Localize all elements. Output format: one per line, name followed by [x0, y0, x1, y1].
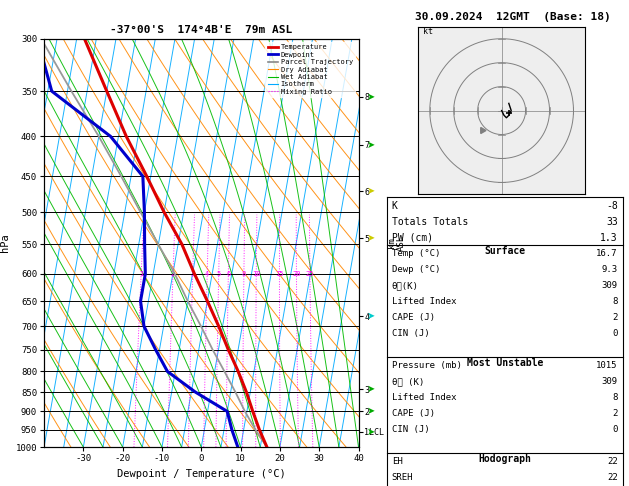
Text: θᴄ(K): θᴄ(K)	[392, 281, 419, 290]
Text: 22: 22	[607, 473, 618, 483]
Text: 9.3: 9.3	[601, 265, 618, 274]
Text: 6: 6	[226, 271, 230, 277]
Text: ➤: ➤	[367, 427, 375, 437]
Text: 30.09.2024  12GMT  (Base: 18): 30.09.2024 12GMT (Base: 18)	[415, 12, 611, 22]
Text: 5: 5	[216, 271, 221, 277]
Text: 0: 0	[612, 425, 618, 434]
Text: EH: EH	[392, 457, 403, 467]
Text: 16.7: 16.7	[596, 249, 618, 258]
Text: 33: 33	[606, 217, 618, 227]
Text: ➤: ➤	[367, 233, 375, 243]
Y-axis label: km
ASL: km ASL	[387, 235, 406, 251]
Text: ➤: ➤	[367, 140, 375, 150]
Text: 2: 2	[612, 409, 618, 418]
Text: Temp (°C): Temp (°C)	[392, 249, 440, 258]
Text: ➤: ➤	[367, 92, 375, 102]
Text: Most Unstable: Most Unstable	[467, 358, 543, 368]
Text: Pressure (mb): Pressure (mb)	[392, 361, 462, 370]
Text: CIN (J): CIN (J)	[392, 329, 430, 338]
Text: 309: 309	[601, 377, 618, 386]
Text: CAPE (J): CAPE (J)	[392, 313, 435, 322]
Legend: Temperature, Dewpoint, Parcel Trajectory, Dry Adiabat, Wet Adiabat, Isotherm, Mi: Temperature, Dewpoint, Parcel Trajectory…	[265, 42, 355, 97]
Text: 3: 3	[191, 271, 195, 277]
Text: CIN (J): CIN (J)	[392, 425, 430, 434]
Text: 1.3: 1.3	[600, 233, 618, 243]
Text: Totals Totals: Totals Totals	[392, 217, 468, 227]
Title: -37°00'S  174°4B'E  79m ASL: -37°00'S 174°4B'E 79m ASL	[110, 25, 292, 35]
Text: CAPE (J): CAPE (J)	[392, 409, 435, 418]
Text: SREH: SREH	[392, 473, 413, 483]
Text: Dewp (°C): Dewp (°C)	[392, 265, 440, 274]
Text: 25: 25	[306, 271, 314, 277]
Text: 309: 309	[601, 281, 618, 290]
Text: 10: 10	[252, 271, 260, 277]
Text: ➤: ➤	[367, 406, 375, 417]
Y-axis label: hPa: hPa	[0, 234, 10, 252]
Text: -8: -8	[606, 201, 618, 211]
Text: kt: kt	[423, 27, 433, 36]
Text: ➤: ➤	[367, 384, 375, 394]
Text: 1: 1	[139, 271, 143, 277]
Text: 15: 15	[276, 271, 284, 277]
Text: 2: 2	[171, 271, 175, 277]
Text: 4: 4	[205, 271, 209, 277]
Text: Lifted Index: Lifted Index	[392, 297, 457, 306]
Text: K: K	[392, 201, 398, 211]
Text: ➤: ➤	[367, 312, 375, 321]
Text: θᴄ (K): θᴄ (K)	[392, 377, 424, 386]
Text: 8: 8	[612, 297, 618, 306]
Text: Surface: Surface	[484, 246, 525, 256]
X-axis label: Dewpoint / Temperature (°C): Dewpoint / Temperature (°C)	[117, 469, 286, 479]
Text: 0: 0	[612, 329, 618, 338]
Text: PW (cm): PW (cm)	[392, 233, 433, 243]
Text: 2: 2	[612, 313, 618, 322]
Text: 8: 8	[612, 393, 618, 402]
Text: 22: 22	[607, 457, 618, 467]
Text: Lifted Index: Lifted Index	[392, 393, 457, 402]
Text: ➤: ➤	[367, 186, 375, 196]
Text: Hodograph: Hodograph	[478, 454, 532, 465]
Text: 1015: 1015	[596, 361, 618, 370]
Text: 8: 8	[242, 271, 246, 277]
Text: 20: 20	[292, 271, 301, 277]
